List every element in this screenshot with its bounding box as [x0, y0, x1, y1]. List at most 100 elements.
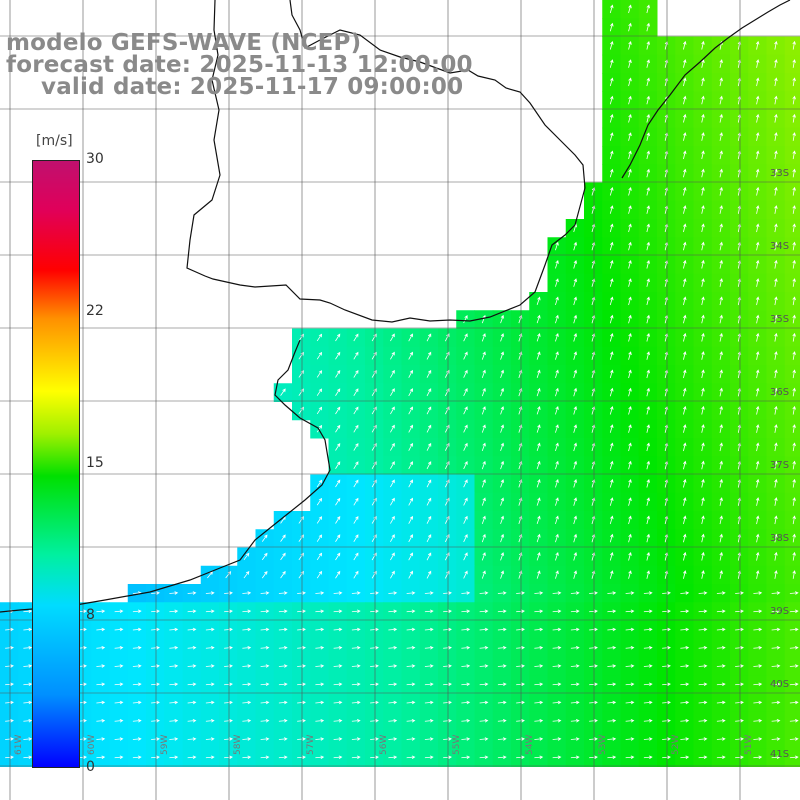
wind-arrow	[463, 351, 468, 360]
wind-arrow	[132, 682, 142, 687]
wind-arrow	[371, 479, 377, 488]
wind-arrow	[552, 755, 562, 760]
wind-arrow	[371, 442, 377, 451]
wind-arrow	[390, 369, 395, 378]
wind-arrow	[646, 278, 651, 287]
wind-arrow	[444, 479, 450, 488]
wind-arrow	[316, 552, 323, 561]
wind-arrow	[589, 609, 598, 614]
wind-arrow	[371, 424, 377, 433]
wind-arrow	[297, 700, 306, 705]
wind-arrow	[114, 682, 124, 687]
wind-arrow	[680, 718, 690, 723]
model-title: modelo GEFS-WAVE (NCEP)	[6, 30, 362, 56]
wind-arrow	[609, 205, 614, 214]
wind-arrow	[516, 591, 525, 595]
wind-arrow	[335, 534, 341, 542]
wind-arrow	[716, 700, 726, 705]
wind-arrow	[280, 534, 286, 542]
wind-arrow	[371, 406, 377, 415]
wind-arrow	[662, 700, 671, 705]
wind-arrow	[497, 591, 507, 595]
wind-arrow	[390, 461, 395, 470]
wind-arrow	[755, 223, 760, 233]
wind-arrow	[534, 755, 544, 760]
wind-arrow	[771, 718, 781, 723]
wind-arrow	[260, 591, 270, 595]
wind-arrow	[789, 645, 799, 650]
wind-arrow	[570, 737, 580, 741]
wind-arrow	[755, 259, 760, 269]
wind-arrow	[589, 755, 598, 760]
wind-arrow	[607, 755, 617, 760]
wind-arrow	[552, 737, 562, 741]
wind-arrow	[792, 515, 796, 525]
wind-arrow	[390, 479, 395, 488]
wind-arrow	[205, 755, 215, 760]
wind-arrow	[792, 460, 796, 470]
wind-speed-cell	[784, 255, 800, 275]
wind-arrow	[500, 570, 505, 579]
lon-label: 58W	[233, 734, 243, 755]
wind-speed-cell	[784, 73, 800, 92]
lat-label: 39S	[770, 606, 790, 617]
wind-arrow	[792, 497, 796, 506]
wind-arrow	[609, 113, 614, 123]
wind-arrow	[481, 497, 486, 506]
wind-arrow	[789, 682, 799, 687]
wind-arrow	[755, 113, 760, 123]
wind-arrow	[260, 627, 270, 632]
wind-arrow	[390, 388, 395, 397]
wind-arrow	[500, 442, 505, 452]
wind-arrow	[205, 718, 215, 723]
wind-arrow	[643, 645, 653, 650]
wind-arrow	[479, 664, 489, 668]
wind-arrow	[278, 645, 288, 650]
wind-arrow	[479, 718, 489, 723]
wind-arrow	[698, 755, 708, 760]
wind-arrow	[609, 259, 614, 269]
wind-arrow	[390, 552, 395, 561]
wind-arrow	[771, 591, 781, 595]
wind-arrow	[755, 296, 760, 306]
wind-arrow	[646, 40, 651, 50]
wind-arrow	[333, 591, 343, 595]
wind-arrow	[701, 241, 705, 251]
wind-arrow	[388, 700, 398, 705]
wind-arrow	[628, 387, 632, 397]
wind-arrow	[573, 314, 578, 324]
wind-arrow	[443, 755, 452, 760]
wind-arrow	[589, 591, 598, 595]
wind-arrow	[370, 591, 379, 595]
wind-arrow	[260, 664, 270, 668]
wind-arrow	[792, 442, 796, 452]
wind-arrow	[260, 645, 270, 650]
wind-arrow	[792, 77, 796, 87]
wind-arrow	[242, 664, 252, 668]
wind-arrow	[333, 627, 343, 632]
wind-arrow	[315, 664, 325, 668]
wind-arrow	[500, 387, 505, 397]
wind-arrow	[628, 369, 632, 379]
wind-arrow	[716, 591, 726, 595]
wind-arrow	[683, 259, 687, 269]
wind-arrow	[792, 478, 796, 488]
wind-arrow	[536, 479, 541, 488]
wind-arrow	[774, 387, 778, 397]
wind-arrow	[662, 718, 671, 723]
wind-arrow	[335, 570, 341, 579]
wind-arrow	[408, 534, 413, 543]
wind-arrow	[646, 405, 651, 415]
wind-arrow	[298, 534, 304, 542]
wind-arrow	[426, 351, 432, 360]
wind-arrow	[755, 132, 760, 141]
wind-arrow	[774, 551, 778, 561]
wind-arrow	[683, 40, 687, 50]
wind-arrow	[735, 718, 744, 723]
wind-arrow	[719, 77, 723, 87]
colorbar-tick-30: 30	[86, 151, 104, 167]
wind-arrow	[463, 424, 468, 433]
wind-arrow	[481, 406, 486, 415]
wind-arrow	[774, 570, 778, 579]
wind-arrow	[719, 259, 723, 269]
